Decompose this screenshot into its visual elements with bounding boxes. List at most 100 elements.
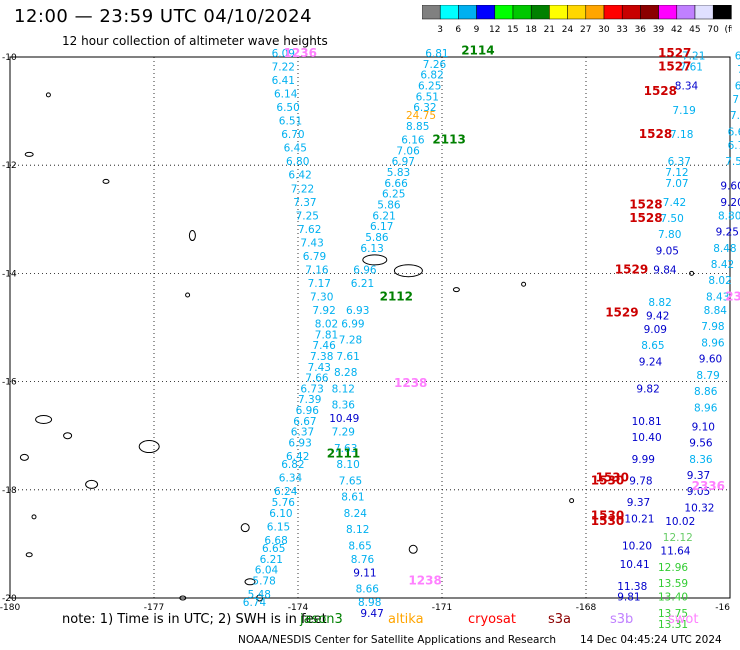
wave-height-value: 8.28 [334, 367, 357, 379]
wave-height-value: 8.65 [348, 540, 371, 552]
wave-height-value: 7.22 [272, 62, 295, 74]
pass-id-label: 1236 [284, 46, 317, 60]
longitude-label: -180 [0, 603, 20, 613]
wave-height-value: 7.92 [312, 305, 335, 317]
wave-height-value: 7.25 [296, 210, 319, 222]
generation-timestamp: 14 Dec 04:45:24 UTC 2024 [580, 634, 722, 646]
pass-id-label: 1238 [408, 573, 441, 587]
wave-height-value: 10.81 [632, 416, 662, 428]
coastline-outline [63, 432, 73, 440]
wave-height-value: 8.82 [648, 297, 671, 309]
wave-height-value: 13.40 [658, 592, 688, 604]
footnote: note: 1) Time is in UTC; 2) SWH is in fe… [62, 612, 327, 627]
wave-height-value: 6.67 [293, 416, 316, 428]
longitude-label: -171 [432, 603, 452, 613]
wave-height-value: 6.04 [255, 565, 279, 577]
wave-height-value: 9.60 [699, 354, 722, 366]
pass-id-label: 1530 [591, 473, 624, 487]
latitude-label: -10 [2, 53, 17, 63]
pass-id-label: 2112 [380, 289, 413, 303]
wave-height-value: 8.76 [351, 554, 375, 566]
wave-height-value: 9.56 [689, 438, 713, 450]
wave-height-value: 7.43 [308, 362, 331, 374]
wave-height-value: 24.75 [406, 110, 436, 122]
wave-height-value: 8.48 [713, 243, 736, 255]
wave-height-value: 7.21 [682, 51, 705, 63]
wave-height-value: 10.49 [329, 413, 359, 425]
wave-height-value: 7.19 [672, 105, 695, 117]
wave-height-value: 9.24 [639, 356, 663, 368]
wave-height-value: 6.61 [728, 126, 740, 138]
colorbar-label: (ft) [725, 25, 732, 35]
wave-height-value: 7.26 [423, 59, 447, 71]
wave-height-value: 6.14 [274, 89, 298, 101]
wave-height-value: 6.9 [735, 51, 740, 63]
pass-id-label: 23 [725, 289, 740, 303]
wave-height-value: 9.37 [687, 470, 710, 482]
wave-height-value: 8.10 [336, 459, 359, 471]
coastline-outline [138, 440, 160, 454]
wave-height-value: 6.74 [243, 597, 267, 609]
colorbar-label: 36 [635, 25, 647, 35]
coastline-outline [689, 270, 695, 276]
wave-height-value: 7.41 [730, 110, 740, 122]
wave-height-value: 6.73 [300, 383, 323, 395]
wave-height-value: 7.43 [300, 237, 323, 249]
wave-height-value: 5.83 [387, 167, 410, 179]
wave-height-value: 7.66 [305, 373, 329, 385]
wave-height-value: 9.05 [656, 245, 679, 257]
longitude-label: -16 [715, 603, 730, 613]
latitude-label: -12 [2, 161, 17, 171]
satellite-legend-altika: altika [388, 612, 424, 627]
latitude-label: -18 [2, 486, 17, 496]
wave-height-value: 13.31 [658, 619, 688, 631]
pass-id-label: 1530 [596, 471, 629, 485]
wave-height-value: 7.29 [332, 427, 355, 439]
wave-height-value: 7.80 [658, 229, 681, 241]
wave-height-value: 6.16 [401, 135, 425, 147]
wave-height-value: 13.75 [658, 608, 688, 620]
wave-height-value: 6.65 [262, 543, 285, 555]
wave-height-value: 6.37 [291, 427, 314, 439]
wave-height-value: 7.62 [298, 224, 321, 236]
colorbar-label: 39 [653, 25, 665, 35]
coastline-outline [19, 453, 29, 461]
wave-height-value: 6.37 [668, 156, 691, 168]
wave-height-value: 7.63 [334, 443, 357, 455]
pass-id-label: 2114 [461, 43, 494, 57]
wave-height-value: 7.61 [336, 351, 359, 363]
coastline-outline [408, 544, 418, 554]
coastline-outline [362, 254, 388, 266]
wave-height-value: 8.84 [704, 305, 728, 317]
wave-height-value: 9.99 [632, 454, 655, 466]
pass-id-label: 2113 [432, 133, 465, 147]
wave-height-value: 7.49 [737, 64, 740, 76]
wave-height-value: 6.82 [281, 459, 304, 471]
coastline-outline [102, 178, 110, 184]
wave-height-value: 5.48 [248, 589, 271, 601]
wave-height-value: 8.12 [346, 524, 369, 536]
wave-height-value: 10.41 [620, 559, 650, 571]
wave-height-value: 6.97 [392, 156, 415, 168]
wave-height-value: 8.24 [344, 508, 368, 520]
wave-height-value: 8.98 [358, 597, 381, 609]
wave-height-value: 12.96 [658, 562, 688, 574]
wave-height-value: 7.12 [665, 167, 688, 179]
wave-height-value: 6.25 [418, 80, 441, 92]
wave-height-value: 6.42 [288, 170, 311, 182]
coastline-outline [85, 479, 99, 489]
coastline-outline [521, 281, 527, 287]
wave-height-value: 7.50 [660, 213, 683, 225]
coastline-outline [24, 151, 34, 157]
wave-height-value: 9.47 [360, 608, 383, 620]
wave-height-value: 8.12 [332, 383, 355, 395]
wave-height-value: 6.51 [279, 116, 302, 128]
wave-height-value: 10.40 [632, 432, 662, 444]
pass-id-label: 1527 [658, 60, 691, 74]
pass-id-label: 1528 [639, 127, 672, 141]
credit-line: NOAA/NESDIS Center for Satellite Applica… [238, 634, 556, 646]
colorbar-label: 3 [437, 25, 443, 35]
wave-height-value: 6.51 [416, 91, 439, 103]
